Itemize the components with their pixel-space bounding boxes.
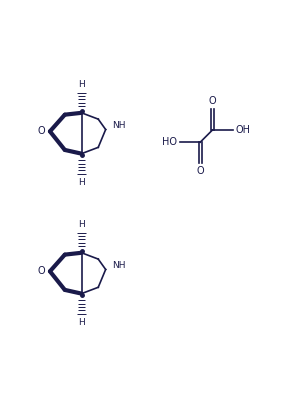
Text: NH: NH: [112, 121, 126, 130]
Text: H: H: [78, 178, 85, 187]
Text: NH: NH: [112, 261, 126, 270]
Text: O: O: [197, 166, 204, 176]
Text: OH: OH: [236, 125, 251, 135]
Text: H: H: [78, 220, 85, 229]
Text: HO: HO: [162, 137, 177, 147]
Text: O: O: [38, 127, 46, 137]
Text: H: H: [78, 318, 85, 327]
Text: O: O: [209, 96, 216, 106]
Text: H: H: [78, 80, 85, 89]
Text: O: O: [38, 266, 46, 276]
